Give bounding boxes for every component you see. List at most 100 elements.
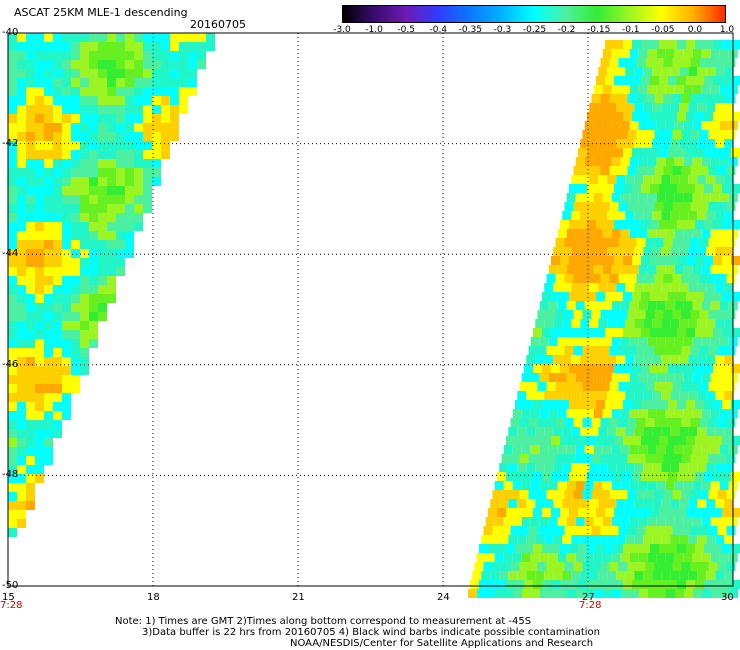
swath-cell (62, 60, 71, 69)
swath-cell (614, 508, 623, 517)
swath-cell (614, 364, 623, 373)
swath-cell (605, 148, 614, 157)
swath-cell (533, 364, 542, 373)
swath-cell (598, 391, 608, 400)
swath-cell (62, 240, 71, 249)
swath-cell (589, 283, 599, 292)
swath-cell (580, 355, 590, 364)
swath-cell (688, 463, 698, 472)
swath-cell (656, 373, 666, 382)
swath-cell (665, 49, 675, 58)
swath-cell (607, 391, 617, 400)
swath-cell (107, 78, 116, 87)
time-label: 7:28 (579, 600, 602, 611)
swath-cell (697, 535, 707, 544)
swath-cell (650, 328, 659, 337)
swath-cell (35, 285, 44, 294)
swath-cell (695, 436, 704, 445)
swath-cell (618, 346, 628, 355)
swath-cell (659, 76, 668, 85)
swath-cell (548, 337, 558, 346)
swath-cell (26, 276, 35, 285)
swath-cell (548, 517, 558, 526)
swath-cell (62, 33, 71, 42)
swath-cell (35, 267, 44, 276)
swath-cell (625, 319, 635, 328)
swath-cell (722, 400, 731, 409)
swath-cell (679, 391, 689, 400)
swath-cell (89, 168, 98, 177)
swath-cell (641, 256, 650, 265)
swath-cell (44, 114, 53, 123)
swath-cell (558, 589, 567, 598)
swath-cell (152, 114, 161, 123)
swath-cell (670, 535, 680, 544)
swath-cell (609, 130, 619, 139)
swath-cell (71, 303, 80, 312)
swath-cell (650, 580, 659, 589)
swath-cell (542, 292, 551, 301)
swath-cell (555, 346, 565, 355)
swath-cell (542, 544, 551, 553)
swath-cell (557, 337, 567, 346)
swath-cell (670, 355, 680, 364)
swath-cell (71, 312, 80, 321)
swath-cell (611, 121, 621, 130)
swath-cell (600, 418, 610, 427)
swath-cell (679, 571, 689, 580)
swath-cell (593, 265, 603, 274)
swath-cell (98, 267, 107, 276)
swath-cell (690, 454, 700, 463)
swath-cell (517, 427, 527, 436)
swath-cell (672, 130, 682, 139)
swath-cell (8, 69, 17, 78)
swath-cell (53, 384, 62, 393)
swath-cell (659, 184, 668, 193)
swath-cell (713, 40, 722, 49)
swath-cell (641, 184, 650, 193)
swath-cell (650, 544, 659, 553)
swath-cell (89, 159, 98, 168)
swath-cell (8, 114, 17, 123)
swath-cell (731, 472, 740, 481)
swath-cell (17, 348, 26, 357)
swath-cell (80, 69, 89, 78)
swath-cell (44, 168, 53, 177)
swath-cell (704, 328, 713, 337)
swath-cell (53, 105, 62, 114)
swath-cell (625, 283, 635, 292)
swath-cell (71, 285, 80, 294)
swath-cell (616, 463, 626, 472)
swath-cell (656, 229, 666, 238)
swath-cell (497, 544, 506, 553)
swath-cell (116, 42, 125, 51)
swath-cell (548, 445, 558, 454)
swath-cell (528, 562, 538, 571)
swath-cell (600, 274, 610, 283)
swath-cell (593, 193, 603, 202)
swath-cell (638, 481, 648, 490)
swath-cell (17, 501, 26, 510)
swath-cell (571, 175, 581, 184)
swath-cell (643, 139, 653, 148)
swath-cell (17, 393, 26, 402)
swath-cell (683, 517, 693, 526)
colorbar-label: -0.05 (651, 25, 675, 35)
swath-cell (530, 553, 540, 562)
swath-cell (668, 472, 677, 481)
swath-cell (44, 150, 53, 159)
swath-cell (555, 490, 565, 499)
swath-cell (80, 339, 89, 348)
swath-cell (692, 481, 702, 490)
swath-cell (17, 330, 26, 339)
swath-cell (618, 490, 628, 499)
swath-cell (17, 96, 26, 105)
swath-cell (652, 499, 662, 508)
swath-cell (8, 474, 17, 483)
swath-cell (571, 463, 581, 472)
swath-cell (600, 94, 610, 103)
swath-cell (161, 69, 170, 78)
swath-cell (107, 51, 116, 60)
swath-cell (600, 310, 610, 319)
swath-cell (116, 240, 125, 249)
